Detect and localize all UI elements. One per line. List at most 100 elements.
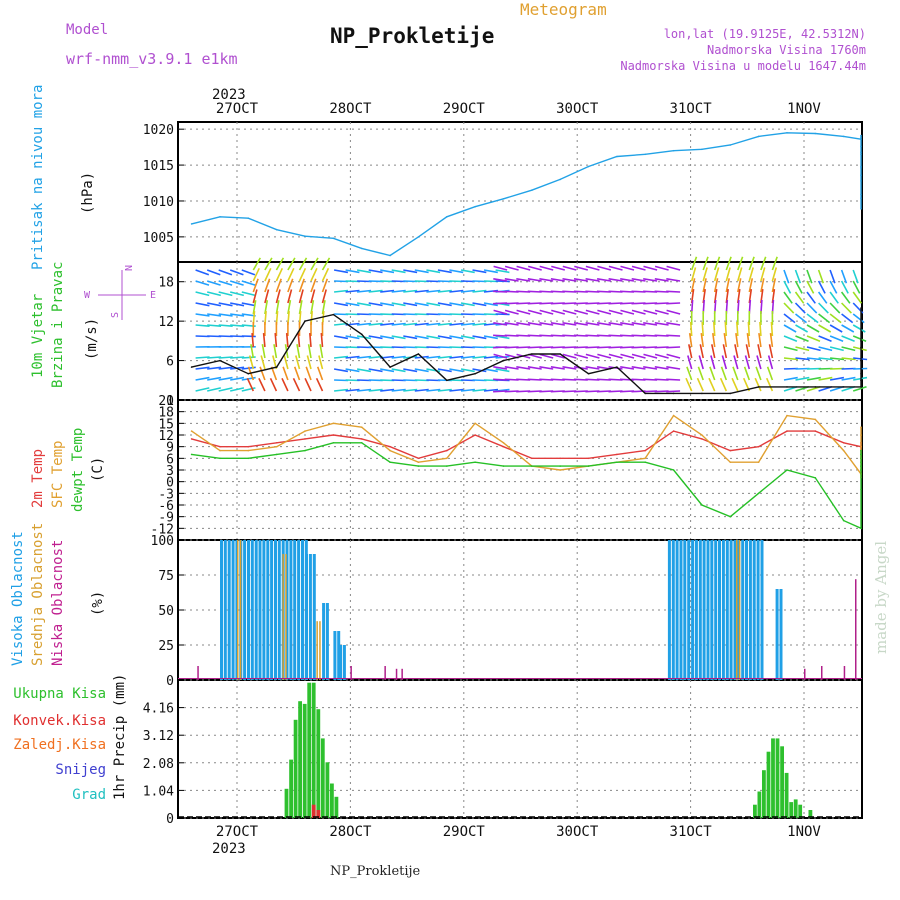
wind-arrow <box>783 269 790 284</box>
wind-arrow <box>756 355 762 370</box>
wind-arrow <box>794 302 806 314</box>
wind-arrow <box>841 376 856 381</box>
temp-label-1: 2m Temp <box>30 449 46 508</box>
wind-arrow <box>806 346 821 352</box>
wind-arrow <box>620 278 635 282</box>
wind-arrow <box>666 309 681 315</box>
wind-arrow <box>551 265 566 271</box>
wind-arrow <box>195 376 210 381</box>
wind-arrow <box>574 265 589 271</box>
cloud-high-bar <box>305 554 308 680</box>
pressure-ytick-label: 1015 <box>143 159 174 174</box>
temp-series-1-point <box>389 449 391 452</box>
cloud-high-bar <box>729 540 733 680</box>
wind-arrow <box>195 366 210 370</box>
wind-arrow <box>516 265 531 271</box>
wind-arrow <box>737 278 742 293</box>
temp-series-2-point <box>502 465 505 467</box>
temp-series-1-point <box>474 422 476 425</box>
x-tick-top: 30OCT <box>556 101 599 117</box>
pressure-line-point <box>860 208 862 210</box>
wind-arrow <box>356 269 372 274</box>
wind-arrow <box>414 368 429 373</box>
cloud-high-bar <box>694 540 698 680</box>
temp-ytick-label: 18 <box>158 406 174 421</box>
wind-arrow <box>735 332 739 348</box>
wind-label-1: 10m Vjetar <box>30 294 46 378</box>
temp-series-2-point <box>757 492 760 495</box>
pressure-line-point <box>190 223 193 225</box>
wind-arrow <box>699 344 704 359</box>
wind-arrow <box>426 322 441 326</box>
wind-arrow <box>795 357 810 361</box>
wind-arrow <box>806 291 816 304</box>
wind-arrow <box>460 269 475 274</box>
wind-arrow <box>333 269 349 274</box>
wind-arrow <box>551 353 566 359</box>
wind-arrow <box>275 289 281 304</box>
compass-n: N <box>122 265 133 271</box>
wind-arrow <box>270 366 278 381</box>
wind-speed-line-point <box>219 359 221 362</box>
wind-arrow <box>620 322 635 326</box>
wind-arrow <box>368 269 383 274</box>
wind-arrow <box>666 265 681 271</box>
wind-arrow <box>795 376 810 381</box>
wind-arrow <box>460 355 475 359</box>
temp-series-1-point <box>219 449 221 452</box>
temp-series-2-point <box>860 527 862 530</box>
temp-series-2-point <box>860 457 862 460</box>
wind-arrow <box>504 265 519 271</box>
temp-series-2-point <box>672 469 675 471</box>
wind-arrow <box>273 344 278 359</box>
wind-arrow <box>720 366 728 381</box>
temp-series-1-point <box>190 430 193 432</box>
cloud-high-bar <box>741 540 745 680</box>
cloud-low-bar <box>395 668 398 680</box>
temp-series-2-point <box>417 465 420 467</box>
wind-arrow <box>207 356 222 359</box>
wind-arrow <box>449 388 464 392</box>
wind-arrow <box>333 302 349 307</box>
wind-arrow <box>734 344 739 359</box>
pressure-line-point <box>860 167 862 169</box>
pressure-line-point <box>644 153 646 156</box>
wind-arrow <box>391 368 406 373</box>
temp-series-2-point <box>860 461 862 464</box>
wind-arrow <box>770 321 774 337</box>
wind-arrow <box>380 335 395 340</box>
wind-arrow <box>841 324 855 333</box>
legend-snow: Snijeg <box>55 762 106 778</box>
temp-series-1 <box>191 414 862 478</box>
wind-arrow <box>321 300 326 315</box>
pressure-line-point <box>860 137 862 139</box>
wind-arrow <box>818 357 833 361</box>
cloud-high-bar <box>227 540 231 680</box>
wind-arrow <box>841 346 856 352</box>
wind-arrow <box>771 267 778 282</box>
wind-arrow <box>631 265 646 271</box>
wind-arrow <box>230 376 245 381</box>
x-tick-top: 28OCT <box>329 101 372 117</box>
precip-legend: Ukupna Kisa Konvek.Kisa Zaledj.Kisa Snij… <box>13 686 106 803</box>
cloud-label-1: Visoka Oblacnost <box>10 531 26 666</box>
cloud-high-bar <box>243 540 247 680</box>
wind-arrow <box>795 346 810 352</box>
wind-arrow <box>562 278 577 282</box>
wind-arrow <box>296 344 301 359</box>
cloud-ytick-label: 75 <box>158 569 174 584</box>
wind-arrow <box>853 367 868 370</box>
cloud-high-bar <box>748 540 752 680</box>
wind-arrow <box>292 377 301 392</box>
temp-series-2-point <box>219 457 221 460</box>
wind-label-2: Brzina i Pravac <box>50 262 66 388</box>
cloud-high-bar <box>258 540 262 680</box>
temp-series-0-point <box>587 457 590 460</box>
wind-arrow <box>696 377 704 392</box>
wind-arrow <box>345 302 360 307</box>
wind-arrow <box>686 366 693 381</box>
wind-arrow <box>333 335 349 340</box>
wind-arrow <box>275 257 285 271</box>
wind-arrow <box>759 321 762 337</box>
wind-arrow <box>287 257 296 271</box>
